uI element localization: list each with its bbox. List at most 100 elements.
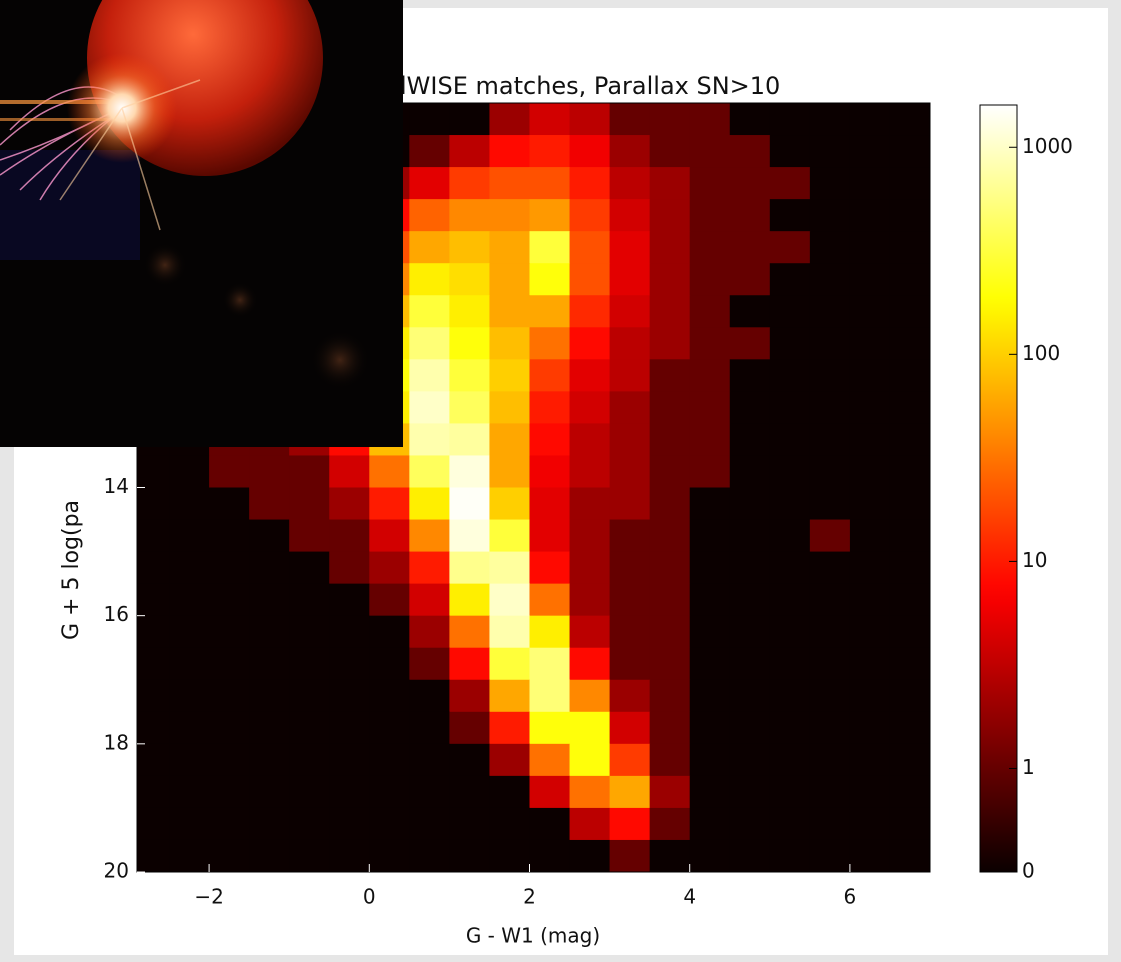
- bin: [689, 199, 731, 232]
- bin: [169, 455, 210, 488]
- bin: [769, 679, 811, 713]
- bin: [529, 327, 571, 360]
- bin: [729, 487, 771, 521]
- y-tick-label: 20: [104, 859, 129, 883]
- bin: [729, 807, 771, 841]
- bin: [289, 807, 330, 841]
- bin: [729, 295, 771, 328]
- bin: [849, 423, 891, 456]
- bin: [409, 807, 450, 841]
- bin: [729, 743, 771, 777]
- bin: [489, 519, 530, 553]
- bin: [489, 551, 530, 585]
- bin: [609, 807, 651, 841]
- bin: [689, 135, 731, 168]
- bin: [449, 519, 490, 553]
- bin: [649, 711, 691, 745]
- bin: [289, 487, 330, 521]
- bin: [449, 199, 490, 232]
- bin: [689, 519, 731, 553]
- bin: [569, 839, 611, 872]
- bin: [409, 551, 450, 585]
- bin: [329, 679, 370, 713]
- bin: [849, 775, 891, 809]
- bin: [649, 455, 691, 488]
- bin: [649, 775, 691, 809]
- bin: [289, 519, 330, 553]
- bin: [409, 327, 450, 360]
- bin: [569, 135, 611, 168]
- bin: [569, 295, 611, 328]
- bin: [769, 775, 811, 809]
- bin: [729, 199, 771, 232]
- bin: [169, 551, 210, 585]
- bin: [729, 423, 771, 456]
- bin: [569, 327, 611, 360]
- bin: [729, 135, 771, 168]
- bin: [609, 679, 651, 713]
- bin: [249, 519, 290, 553]
- bin: [729, 359, 771, 392]
- bin: [489, 583, 530, 617]
- bin: [849, 295, 891, 328]
- bin: [489, 647, 530, 681]
- bin: [889, 359, 930, 392]
- bin: [409, 743, 450, 777]
- bin: [137, 807, 170, 841]
- bin: [489, 679, 530, 713]
- bin: [769, 423, 811, 456]
- bin: [449, 231, 490, 264]
- bin: [529, 583, 571, 617]
- bin: [809, 711, 851, 745]
- bin: [849, 231, 891, 264]
- bin: [769, 359, 811, 392]
- bin: [489, 743, 530, 777]
- bin: [849, 615, 891, 649]
- bin: [649, 647, 691, 681]
- bin: [529, 135, 571, 168]
- bin: [529, 231, 571, 264]
- bin: [369, 519, 410, 553]
- bin: [569, 615, 611, 649]
- bin: [889, 807, 930, 841]
- colorbar-tick-label: 0: [1022, 859, 1035, 883]
- bin: [769, 647, 811, 681]
- bin: [889, 231, 930, 264]
- bin: [609, 103, 651, 136]
- colorbar-tick-label: 10: [1022, 548, 1047, 572]
- bin: [489, 135, 530, 168]
- bin: [169, 839, 210, 872]
- bin: [329, 551, 370, 585]
- bin: [849, 711, 891, 745]
- bin: [449, 807, 490, 841]
- bin: [729, 231, 771, 264]
- bin: [649, 615, 691, 649]
- bin: [769, 103, 811, 136]
- bin: [769, 231, 811, 264]
- bin: [569, 199, 611, 232]
- bin: [369, 775, 410, 809]
- bin: [689, 583, 731, 617]
- bin: [769, 807, 811, 841]
- bin: [529, 391, 571, 424]
- bin: [809, 423, 851, 456]
- bin: [609, 487, 651, 521]
- bin: [289, 775, 330, 809]
- bin: [849, 551, 891, 585]
- sun-photo: [0, 0, 403, 447]
- bin: [849, 199, 891, 232]
- bin: [249, 551, 290, 585]
- bin: [369, 583, 410, 617]
- bin: [529, 807, 571, 841]
- bin: [889, 679, 930, 713]
- bin: [137, 775, 170, 809]
- x-tick-label: 2: [523, 885, 536, 909]
- bin: [809, 551, 851, 585]
- bin: [449, 423, 490, 456]
- bin: [569, 711, 611, 745]
- bin: [289, 551, 330, 585]
- bin: [329, 839, 370, 872]
- bin: [489, 391, 530, 424]
- bin: [329, 519, 370, 553]
